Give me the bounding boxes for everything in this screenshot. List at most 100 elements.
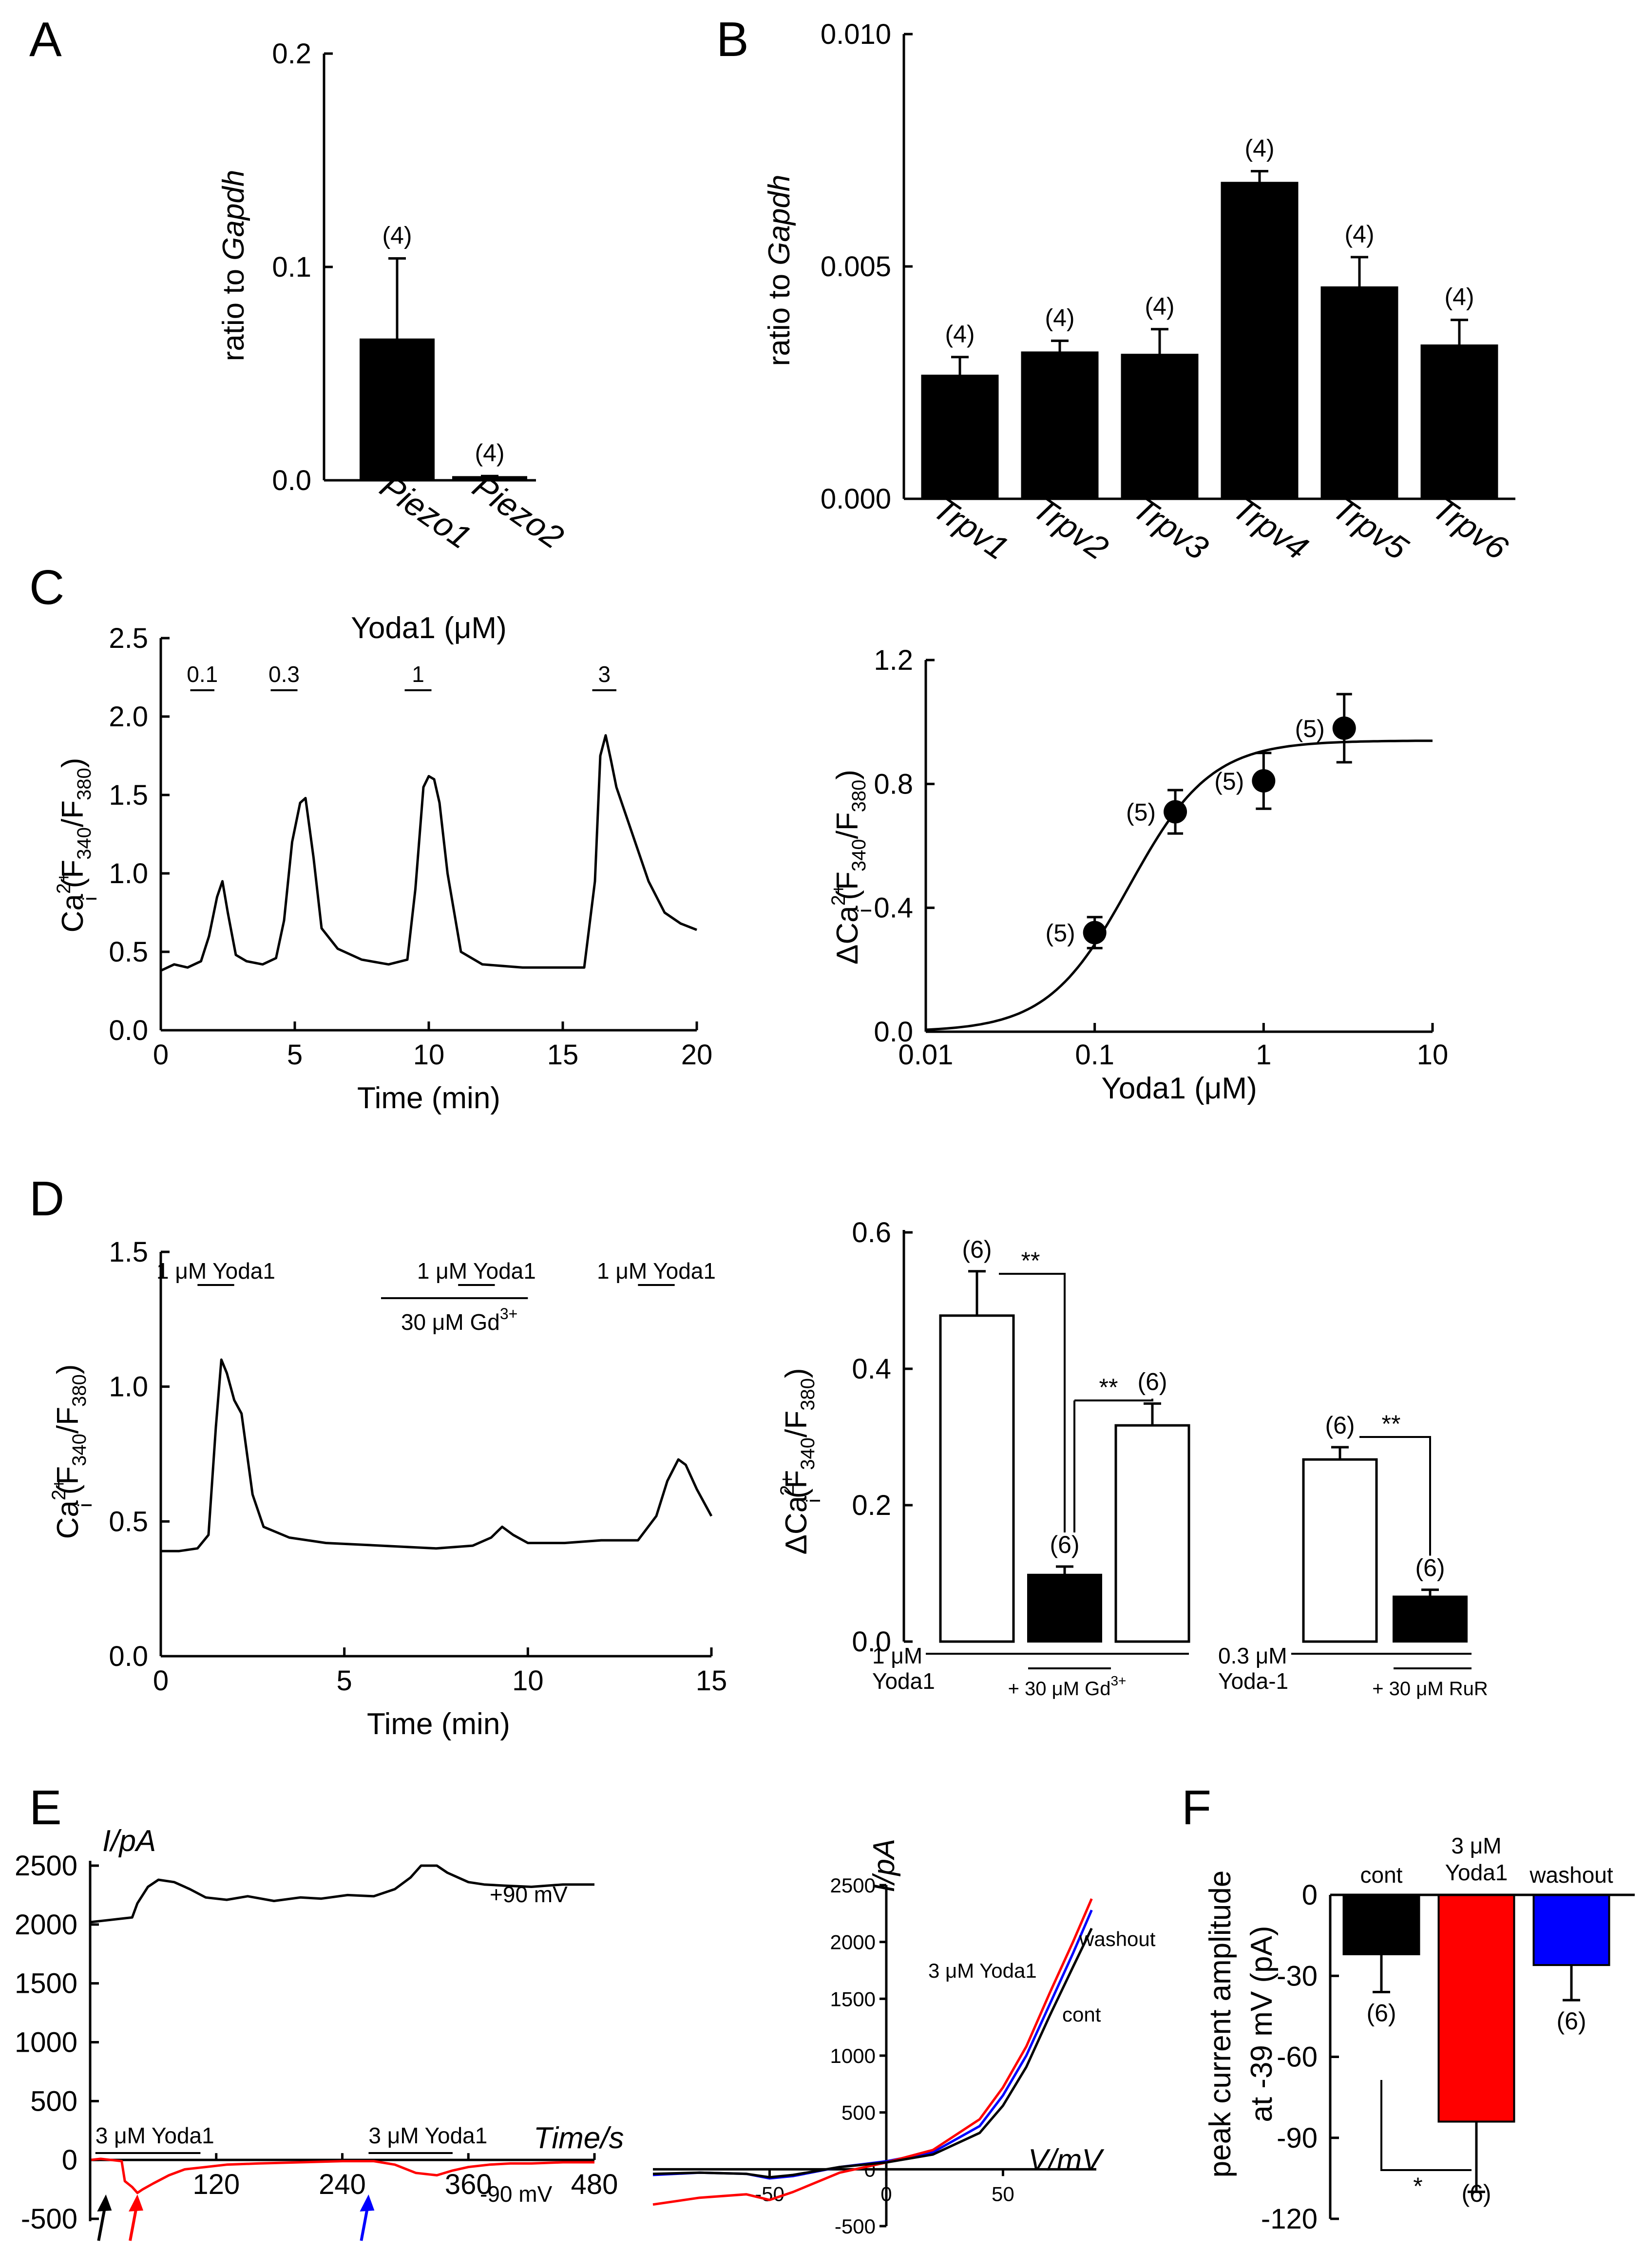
x-tick-label: 0 (153, 1665, 169, 1697)
n-label: (5) (1126, 799, 1156, 826)
y-tick-label: 2.0 (109, 701, 148, 733)
category-label: cont (1360, 1862, 1403, 1888)
arrow-head (97, 2194, 112, 2211)
panel-d-applications: 1 μM Yoda1 1 μM Yoda1 1 μM Yoda1 30 μM Gd3+ (156, 1258, 716, 1335)
x-category-label: Trpv1 (926, 490, 1015, 567)
y-tick-label: -30 (1277, 1960, 1318, 1992)
panel-e-left-series-labels: +90 mV -90 mV (480, 1882, 568, 2207)
x-category-label: Trpv3 (1126, 490, 1215, 567)
series-label-minus90: -90 mV (480, 2181, 553, 2207)
panel-f-ylabel-line1: peak current amplitude (1204, 1871, 1237, 2178)
n-label: (6) (1366, 2000, 1396, 2027)
x-tick-label: 480 (571, 2169, 618, 2200)
panel-f-ticks: 0 -30 -60 -90 -120 (1261, 1879, 1339, 2235)
data-point (1164, 800, 1187, 824)
panel-a: A ratio to Gapdh 0.00.10.2 (4)(4) Piezo1… (29, 12, 570, 556)
y-tick-label: 0.0 (109, 1641, 148, 1672)
data-point (1332, 716, 1356, 740)
panel-e-left-ticks: -500 0 500 1000 1500 2000 2500 120 240 360 480 (15, 1850, 618, 2235)
y-tick-label: -120 (1261, 2203, 1318, 2235)
group-1-conc: 1 μM (872, 1643, 922, 1668)
x-tick-label: 20 (681, 1039, 713, 1071)
x-tick-label: 15 (696, 1665, 727, 1697)
y-tick-label: 0 (864, 2158, 876, 2181)
y-tick-label: -500 (835, 2215, 876, 2238)
n-label: (6) (1137, 1368, 1167, 1395)
panel-label-c: C (29, 560, 64, 615)
panel-label-b: B (716, 12, 749, 67)
n-label: (6) (962, 1236, 992, 1263)
y-tick-label: 1500 (830, 1987, 876, 2010)
panel-e-iv-control-curve (652, 1928, 1093, 2179)
panel-e-plus90-trace (90, 1864, 594, 1924)
application-label: 3 μM Yoda1 (368, 2123, 487, 2148)
group-2-drug: Yoda-1 (1218, 1668, 1288, 1694)
x-tick-label: 0.01 (898, 1039, 954, 1071)
panel-e-left-xlabel: Time/s (534, 2121, 624, 2155)
n-label: (4) (475, 439, 504, 467)
y-tick-label: 2500 (15, 1850, 77, 1882)
category-label: washout (1529, 1862, 1613, 1888)
n-label: (6) (1415, 1554, 1445, 1582)
significance-stars: ** (1099, 1374, 1118, 1401)
y-tick-label: 2000 (15, 1909, 77, 1941)
x-category-label: Trpv6 (1426, 490, 1514, 567)
y-tick-label: 0.2 (852, 1490, 891, 1521)
y-tick-label: 0.6 (852, 1217, 891, 1248)
panel-c-hill-fit-curve (925, 739, 1433, 1031)
significance-stars: ** (1021, 1247, 1040, 1274)
x-category-label: Trpv2 (1026, 490, 1115, 567)
x-tick-label: 0.1 (1075, 1039, 1114, 1071)
x-tick-label: 0 (153, 1039, 169, 1071)
panel-d-right-ylabel: ΔCa2+i(F340/F380) (777, 1368, 824, 1555)
y-tick-label: -60 (1277, 2041, 1318, 2073)
x-tick-label: 50 (992, 2182, 1014, 2205)
panel-d: D 1 μM Yoda1 1 μM Yoda1 1 μM Yoda1 30 μM Gd… (29, 1172, 1488, 1741)
n-label: (4) (1045, 304, 1074, 332)
bar (1532, 1894, 1610, 1966)
arrow-head (360, 2194, 375, 2211)
n-label: (5) (1046, 920, 1075, 947)
panel-c-right-ticks: 0.0 0.4 0.8 1.2 0.01 0.1 1 10 (874, 644, 1448, 1071)
y-tick-label: -500 (21, 2203, 77, 2235)
application-label: 3 (598, 662, 611, 687)
y-tick-label: 0.5 (109, 936, 148, 968)
significance-stars: ** (1382, 1410, 1401, 1437)
y-tick-label: 1.5 (109, 1236, 148, 1268)
bar (1437, 1894, 1515, 2123)
bar-piezo1 (360, 338, 435, 481)
n-label: (4) (382, 222, 412, 249)
gd-application-label: 30 μM Gd3+ (401, 1305, 517, 1335)
application-label: 1 μM Yoda1 (417, 1258, 536, 1284)
application-label: 0.3 (268, 662, 300, 687)
bar-trpv3 (1121, 354, 1199, 500)
panel-label-e: E (29, 1780, 62, 1835)
x-category-label: Trpv4 (1226, 490, 1315, 567)
application-label: 1 μM Yoda1 (156, 1258, 275, 1284)
x-tick-label: 1 (1256, 1039, 1271, 1071)
significance-bracket (1074, 1399, 1153, 1401)
bar (1114, 1424, 1190, 1643)
panel-e-left-arrows (97, 2194, 375, 2241)
category-label: Yoda1 (1445, 1860, 1508, 1885)
n-label: (6) (1050, 1531, 1079, 1558)
panel-c-right-ylabel: ΔCa2+i (F340/F380) (828, 770, 876, 964)
y-tick-label: 0 (62, 2144, 77, 2176)
group-1-block-sup: 3+ (1110, 1673, 1126, 1688)
panel-e-right-series-labels: washout 3 μM Yoda1 cont (928, 1928, 1156, 2026)
x-tick-label: 240 (319, 2169, 366, 2200)
y-tick-label: 2000 (830, 1931, 876, 1954)
y-tick-label: 0.000 (821, 483, 891, 515)
panel-b-yticks: 0.000 0.005 0.010 (821, 19, 913, 515)
panel-label-a: A (29, 12, 62, 67)
panel-d-left-ylabel: Ca2+i (F340/F380) (48, 1364, 96, 1539)
y-tick-label: -90 (1277, 2122, 1318, 2154)
y-tick-label: 0.4 (874, 892, 913, 924)
significance-bracket (1359, 1436, 1431, 1556)
panel-d-right-significance: ** ** ** (999, 1247, 1431, 1556)
application-label: 1 (412, 662, 424, 687)
y-tick-label: 0.1 (272, 251, 311, 283)
application-label: 1 μM Yoda1 (597, 1258, 716, 1284)
